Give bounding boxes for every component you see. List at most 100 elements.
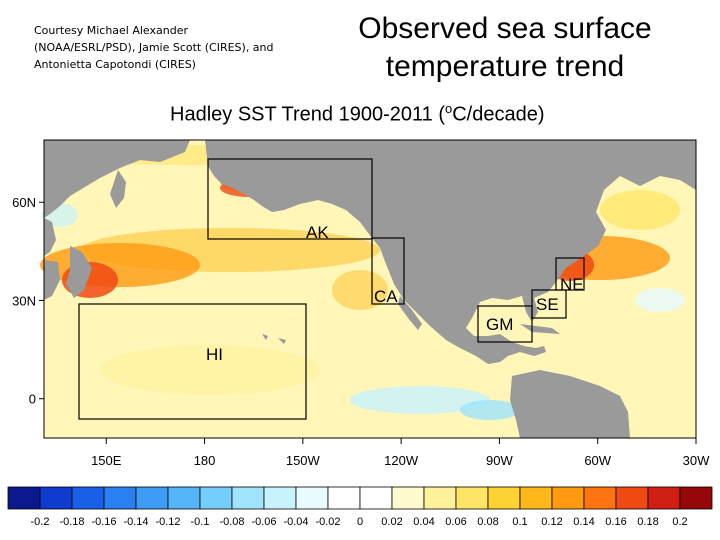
- slide-title-line-1: Observed sea surface: [358, 12, 652, 45]
- credit-text: Courtesy Michael Alexander (NOAA/ESRL/PS…: [34, 22, 294, 73]
- region-box-ca: [371, 237, 405, 305]
- region-box-hi: [78, 303, 307, 420]
- slide-title-line-2: temperature trend: [385, 50, 625, 83]
- colorbar-swatch: [199, 486, 233, 510]
- y-tick-label: 30N: [12, 293, 36, 308]
- colorbar-swatch: [391, 486, 425, 510]
- patch-atlantic-cool: [635, 288, 685, 312]
- colorbar: -0.2 -0.18 -0.16 -0.14 -0.12 -0.1 -0.08 -0.06 -0…: [7, 486, 713, 528]
- colorbar-swatch: [135, 486, 169, 510]
- map-frame: [43, 139, 697, 439]
- patch-north-atlantic: [600, 190, 680, 230]
- colorbar-swatch: [231, 486, 265, 510]
- colorbar-label: -0.06: [251, 516, 276, 528]
- patch-eastern-pacific: [350, 386, 490, 414]
- x-tick-label: 180: [194, 453, 216, 468]
- credit-line-2: (NOAA/ESRL/PSD), Jamie Scott (CIRES), an…: [34, 41, 274, 54]
- region-label-gm: GM: [486, 315, 513, 334]
- colorbar-label: 0.16: [605, 516, 626, 528]
- colorbar-label: 0.18: [637, 516, 658, 528]
- land-asia-north: [44, 140, 190, 218]
- colorbar-label: -0.12: [155, 516, 180, 528]
- colorbar-swatch: [359, 486, 393, 510]
- credit-line-1: Courtesy Michael Alexander: [34, 24, 188, 37]
- region-box-se: [531, 289, 567, 319]
- y-tick-label: 60N: [12, 195, 36, 210]
- region-boxes: [78, 158, 585, 420]
- colorbar-swatch: [679, 486, 713, 510]
- land-greenland: [560, 140, 640, 180]
- colorbar-label: 0.12: [541, 516, 562, 528]
- colorbar-swatch: [103, 486, 137, 510]
- colorbar-swatch: [7, 486, 41, 510]
- colorbar-swatch: [295, 486, 329, 510]
- colorbar-label: -0.04: [283, 516, 308, 528]
- colorbar-label: -0.14: [123, 516, 148, 528]
- region-label-hi: HI: [206, 345, 223, 364]
- colorbar-label: -0.16: [91, 516, 116, 528]
- colorbar-swatch: [647, 486, 681, 510]
- colorbar-label: -0.02: [315, 516, 340, 528]
- region-label-ne: NE: [560, 275, 584, 294]
- chart-title-main: Hadley SST Trend 1900-2011 (: [170, 103, 445, 126]
- land-cuba: [520, 324, 560, 334]
- chart-title-degree: o: [444, 101, 453, 116]
- region-box-ne: [555, 257, 585, 291]
- x-tick-label: 30W: [683, 453, 710, 468]
- colorbar-label: -0.18: [59, 516, 84, 528]
- colorbar-swatch: [455, 486, 489, 510]
- colorbar-label: 0.2: [672, 516, 687, 528]
- colorbar-swatch: [39, 486, 73, 510]
- slide-title: Observed sea surface temperature trend: [338, 10, 672, 86]
- x-tick-label: 60W: [584, 453, 611, 468]
- colorbar-label: 0.1: [512, 516, 527, 528]
- land-masses: [44, 140, 696, 438]
- colorbar-label: 0: [357, 516, 363, 528]
- colorbar-swatch: [71, 486, 105, 510]
- credit-line-3: Antonietta Capotondi (CIRES): [34, 58, 196, 71]
- patch-equatorial-cool: [460, 400, 520, 420]
- land-north-america: [205, 140, 696, 364]
- region-label-ak: AK: [306, 223, 329, 242]
- colorbar-label: -0.1: [191, 516, 210, 528]
- x-tick-label: 150W: [286, 453, 321, 468]
- x-tick-label: 90W: [486, 453, 513, 468]
- y-tick-label: 0: [29, 392, 36, 407]
- chart-title: Hadley SST Trend 1900-2011 (oC/decade): [170, 96, 550, 128]
- colorbar-swatch: [519, 486, 553, 510]
- land-kamchatka: [110, 170, 126, 208]
- land-japan: [66, 246, 92, 298]
- colorbar-swatch: [423, 486, 457, 510]
- region-label-ca: CA: [374, 287, 398, 306]
- patch-ca-coast: [332, 270, 388, 310]
- colorbar-label: 0.04: [413, 516, 434, 528]
- land-hawaii: [262, 334, 286, 344]
- colorbar-label: 0.02: [381, 516, 402, 528]
- colorbar-swatch: [167, 486, 201, 510]
- colorbar-label: 0.06: [445, 516, 466, 528]
- colorbar-swatch: [615, 486, 649, 510]
- region-box-ak: [207, 158, 373, 240]
- colorbar-swatch: [551, 486, 585, 510]
- x-tick-label: 120W: [384, 453, 419, 468]
- land-korea-china: [44, 260, 60, 300]
- chart-title-tail: C/decade): [452, 103, 545, 126]
- colorbar-label: -0.08: [219, 516, 244, 528]
- map-axes: 150E 180 150W 120W 90W 60W 30W 60N 30N 0: [12, 195, 710, 468]
- colorbar-swatch: [327, 486, 361, 510]
- patch-hawaii-region: [100, 345, 320, 395]
- colorbar-swatch: [487, 486, 521, 510]
- colorbar-swatch: [263, 486, 297, 510]
- colorbar-swatch: [583, 486, 617, 510]
- land-south-america: [510, 370, 630, 438]
- x-tick-label: 150E: [91, 453, 122, 468]
- colorbar-label: -0.2: [31, 516, 50, 528]
- land-florida: [522, 296, 538, 322]
- colorbar-label: 0.08: [477, 516, 498, 528]
- colorbar-label: 0.14: [573, 516, 594, 528]
- land-asia-coast: [44, 218, 56, 256]
- region-label-se: SE: [536, 295, 559, 314]
